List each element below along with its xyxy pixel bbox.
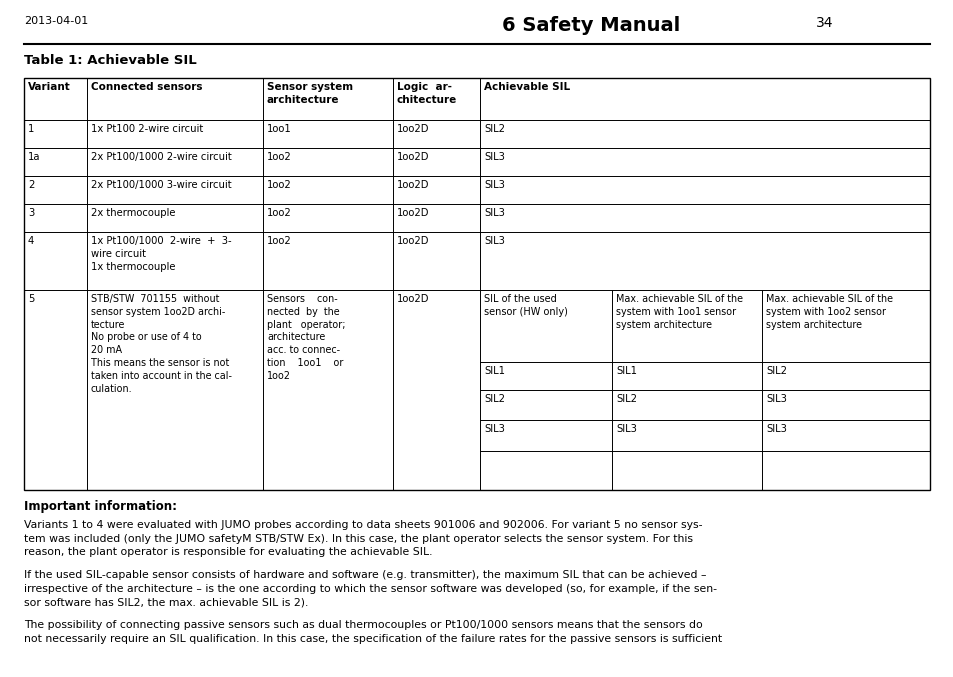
Text: Max. achievable SIL of the
system with 1oo2 sensor
system architecture: Max. achievable SIL of the system with 1… xyxy=(765,294,892,330)
Text: Logic  ar-
chitecture: Logic ar- chitecture xyxy=(396,82,456,105)
Text: 4: 4 xyxy=(28,236,34,246)
Text: 1oo1: 1oo1 xyxy=(267,124,292,134)
Text: 1: 1 xyxy=(28,124,34,134)
Text: Variant: Variant xyxy=(28,82,71,92)
Text: 1a: 1a xyxy=(28,152,40,162)
Text: 1oo2D: 1oo2D xyxy=(396,294,429,304)
Text: 1oo2: 1oo2 xyxy=(267,236,292,246)
Text: SIL of the used
sensor (HW only): SIL of the used sensor (HW only) xyxy=(483,294,567,318)
Text: SIL1: SIL1 xyxy=(616,366,637,376)
Text: 5: 5 xyxy=(28,294,34,304)
Text: 6 Safety Manual: 6 Safety Manual xyxy=(502,16,679,35)
Text: SIL3: SIL3 xyxy=(483,180,504,190)
Text: Connected sensors: Connected sensors xyxy=(91,82,202,92)
Text: 1oo2D: 1oo2D xyxy=(396,180,429,190)
Text: 2013-04-01: 2013-04-01 xyxy=(24,16,89,26)
Text: 3: 3 xyxy=(28,208,34,218)
Text: SIL1: SIL1 xyxy=(483,366,504,376)
Text: SIL3: SIL3 xyxy=(483,236,504,246)
Text: SIL2: SIL2 xyxy=(483,394,504,404)
Text: SIL3: SIL3 xyxy=(483,424,504,434)
Text: SIL3: SIL3 xyxy=(483,152,504,162)
Text: 34: 34 xyxy=(815,16,832,30)
Text: Table 1: Achievable SIL: Table 1: Achievable SIL xyxy=(24,54,196,67)
Text: 1x Pt100 2-wire circuit: 1x Pt100 2-wire circuit xyxy=(91,124,203,134)
Text: 2x thermocouple: 2x thermocouple xyxy=(91,208,175,218)
Bar xyxy=(24,78,929,490)
Text: SIL3: SIL3 xyxy=(765,394,786,404)
Text: Variants 1 to 4 were evaluated with JUMO probes according to data sheets 901006 : Variants 1 to 4 were evaluated with JUMO… xyxy=(24,520,701,557)
Text: 2: 2 xyxy=(28,180,34,190)
Text: 1oo2: 1oo2 xyxy=(267,180,292,190)
Text: 2x Pt100/1000 3-wire circuit: 2x Pt100/1000 3-wire circuit xyxy=(91,180,232,190)
Text: 2x Pt100/1000 2-wire circuit: 2x Pt100/1000 2-wire circuit xyxy=(91,152,232,162)
Text: Sensors    con-
nected  by  the
plant   operator;
architecture
acc. to connec-
t: Sensors con- nected by the plant operato… xyxy=(267,294,345,380)
Text: STB/STW  701155  without
sensor system 1oo2D archi-
tecture
No probe or use of 4: STB/STW 701155 without sensor system 1oo… xyxy=(91,294,232,393)
Text: Important information:: Important information: xyxy=(24,500,177,513)
Text: SIL2: SIL2 xyxy=(616,394,637,404)
Text: SIL3: SIL3 xyxy=(616,424,637,434)
Text: Max. achievable SIL of the
system with 1oo1 sensor
system architecture: Max. achievable SIL of the system with 1… xyxy=(616,294,742,330)
Text: 1oo2D: 1oo2D xyxy=(396,124,429,134)
Text: 1oo2: 1oo2 xyxy=(267,152,292,162)
Text: 1oo2: 1oo2 xyxy=(267,208,292,218)
Text: Sensor system
architecture: Sensor system architecture xyxy=(267,82,353,105)
Text: If the used SIL-capable sensor consists of hardware and software (e.g. transmitt: If the used SIL-capable sensor consists … xyxy=(24,570,717,607)
Text: Achievable SIL: Achievable SIL xyxy=(483,82,570,92)
Text: 1oo2D: 1oo2D xyxy=(396,236,429,246)
Text: SIL3: SIL3 xyxy=(765,424,786,434)
Text: SIL3: SIL3 xyxy=(483,208,504,218)
Text: SIL2: SIL2 xyxy=(483,124,504,134)
Text: 1oo2D: 1oo2D xyxy=(396,152,429,162)
Text: 1oo2D: 1oo2D xyxy=(396,208,429,218)
Text: SIL2: SIL2 xyxy=(765,366,786,376)
Text: 1x Pt100/1000  2-wire  +  3-
wire circuit
1x thermocouple: 1x Pt100/1000 2-wire + 3- wire circuit 1… xyxy=(91,236,232,272)
Text: The possibility of connecting passive sensors such as dual thermocouples or Pt10: The possibility of connecting passive se… xyxy=(24,620,721,644)
